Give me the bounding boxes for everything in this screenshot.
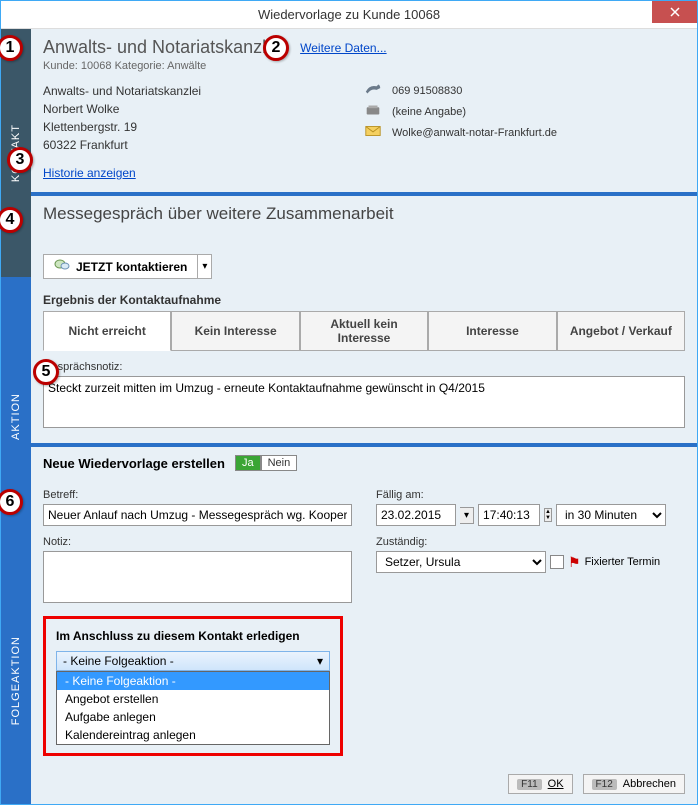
tab-folgeaktion[interactable]: FOLGEAKTION xyxy=(1,557,31,805)
option-aufgabe-anlegen[interactable]: Aufgabe anlegen xyxy=(57,708,329,726)
more-data-link[interactable]: Weitere Daten... xyxy=(300,41,386,55)
phone-value: 069 91508830 xyxy=(392,85,462,97)
titlebar: Wiedervorlage zu Kunde 10068 xyxy=(1,1,697,29)
ok-button[interactable]: F11 OK xyxy=(508,774,572,794)
section-aktion: Messegespräch über weitere Zusammenarbei… xyxy=(31,196,697,447)
option-angebot-erstellen[interactable]: Angebot erstellen xyxy=(57,690,329,708)
redbox-title: Im Anschluss zu diesem Kontakt erledigen xyxy=(56,629,300,643)
customer-subtitle: Kunde: 10068 Kategorie: Anwälte xyxy=(43,60,280,72)
time-stepper[interactable]: ▲▼ xyxy=(544,508,552,522)
tab-aktuell-kein-interesse[interactable]: Aktuell kein Interesse xyxy=(300,311,428,351)
zustaendig-select[interactable]: Setzer, Ursula xyxy=(376,551,546,573)
flag-icon: ⚑ xyxy=(568,554,581,571)
history-link[interactable]: Historie anzeigen xyxy=(43,166,136,180)
followup-action-options: - Keine Folgeaktion - Angebot erstellen … xyxy=(56,671,330,745)
date-picker-button[interactable]: ▾ xyxy=(460,507,474,524)
email-icon xyxy=(364,124,382,141)
tab-interesse[interactable]: Interesse xyxy=(428,311,556,351)
betreff-label: Betreff: xyxy=(43,489,352,501)
date-input[interactable] xyxy=(376,504,456,526)
cancel-button[interactable]: F12 Abbrechen xyxy=(583,774,685,794)
contact-now-button[interactable]: JETZT kontaktieren xyxy=(43,254,198,279)
tab-kein-interesse[interactable]: Kein Interesse xyxy=(171,311,299,351)
time-input[interactable] xyxy=(478,504,540,526)
action-title: Messegespräch über weitere Zusammenarbei… xyxy=(43,204,685,224)
faellig-label: Fällig am: xyxy=(376,489,685,501)
option-keine-folgeaktion[interactable]: - Keine Folgeaktion - xyxy=(57,672,329,690)
fax-value: (keine Angabe) xyxy=(392,106,466,118)
tab-angebot-verkauf[interactable]: Angebot / Verkauf xyxy=(557,311,685,351)
minutes-select[interactable]: in 30 Minuten xyxy=(556,504,666,526)
followup-title: Neue Wiedervorlage erstellen xyxy=(43,456,225,471)
result-label: Ergebnis der Kontaktaufnahme xyxy=(43,293,685,307)
customer-title: Anwalts- und Notariatskanzlei xyxy=(43,37,280,58)
callout-2: 2 xyxy=(263,35,289,61)
toggle-ja[interactable]: Ja xyxy=(235,455,261,471)
option-kalendereintrag[interactable]: Kalendereintrag anlegen xyxy=(57,726,329,744)
fax-icon xyxy=(364,103,382,120)
phone-icon xyxy=(364,82,382,99)
callout-3: 3 xyxy=(7,147,33,173)
note-label: Gesprächsnotiz: xyxy=(43,361,685,373)
fix-checkbox[interactable] xyxy=(550,555,564,569)
followup-action-box: Im Anschluss zu diesem Kontakt erledigen… xyxy=(43,616,343,756)
footer: F11 OK F12 Abbrechen xyxy=(31,766,697,804)
fix-label: Fixierter Termin xyxy=(585,556,661,568)
tab-nicht-erreicht[interactable]: Nicht erreicht xyxy=(43,311,171,351)
email-value: Wolke@anwalt-notar-Frankfurt.de xyxy=(392,127,557,139)
toggle-nein[interactable]: Nein xyxy=(261,455,298,471)
section-folgeaktion: Neue Wiedervorlage erstellen Ja Nein Bet… xyxy=(31,447,697,766)
note-textarea[interactable]: Steckt zurzeit mitten im Umzug - erneute… xyxy=(43,376,685,428)
callout-5: 5 xyxy=(33,359,59,385)
result-tabs: Nicht erreicht Kein Interesse Aktuell ke… xyxy=(43,311,685,351)
contact-now-dropdown[interactable]: ▾ xyxy=(198,254,212,279)
betreff-input[interactable] xyxy=(43,504,352,526)
close-button[interactable] xyxy=(652,1,697,23)
chat-icon xyxy=(54,258,70,275)
section-kontakt: Anwalts- und Notariatskanzlei Kunde: 100… xyxy=(31,29,697,196)
notiz-label: Notiz: xyxy=(43,536,352,548)
followup-action-select[interactable]: - Keine Folgeaktion -▾ xyxy=(56,651,330,671)
window-title: Wiedervorlage zu Kunde 10068 xyxy=(1,7,697,22)
zustaendig-label: Zuständig: xyxy=(376,536,685,548)
notiz-textarea[interactable] xyxy=(43,551,352,603)
address-block: Anwalts- und Notariatskanzlei Norbert Wo… xyxy=(43,82,364,154)
